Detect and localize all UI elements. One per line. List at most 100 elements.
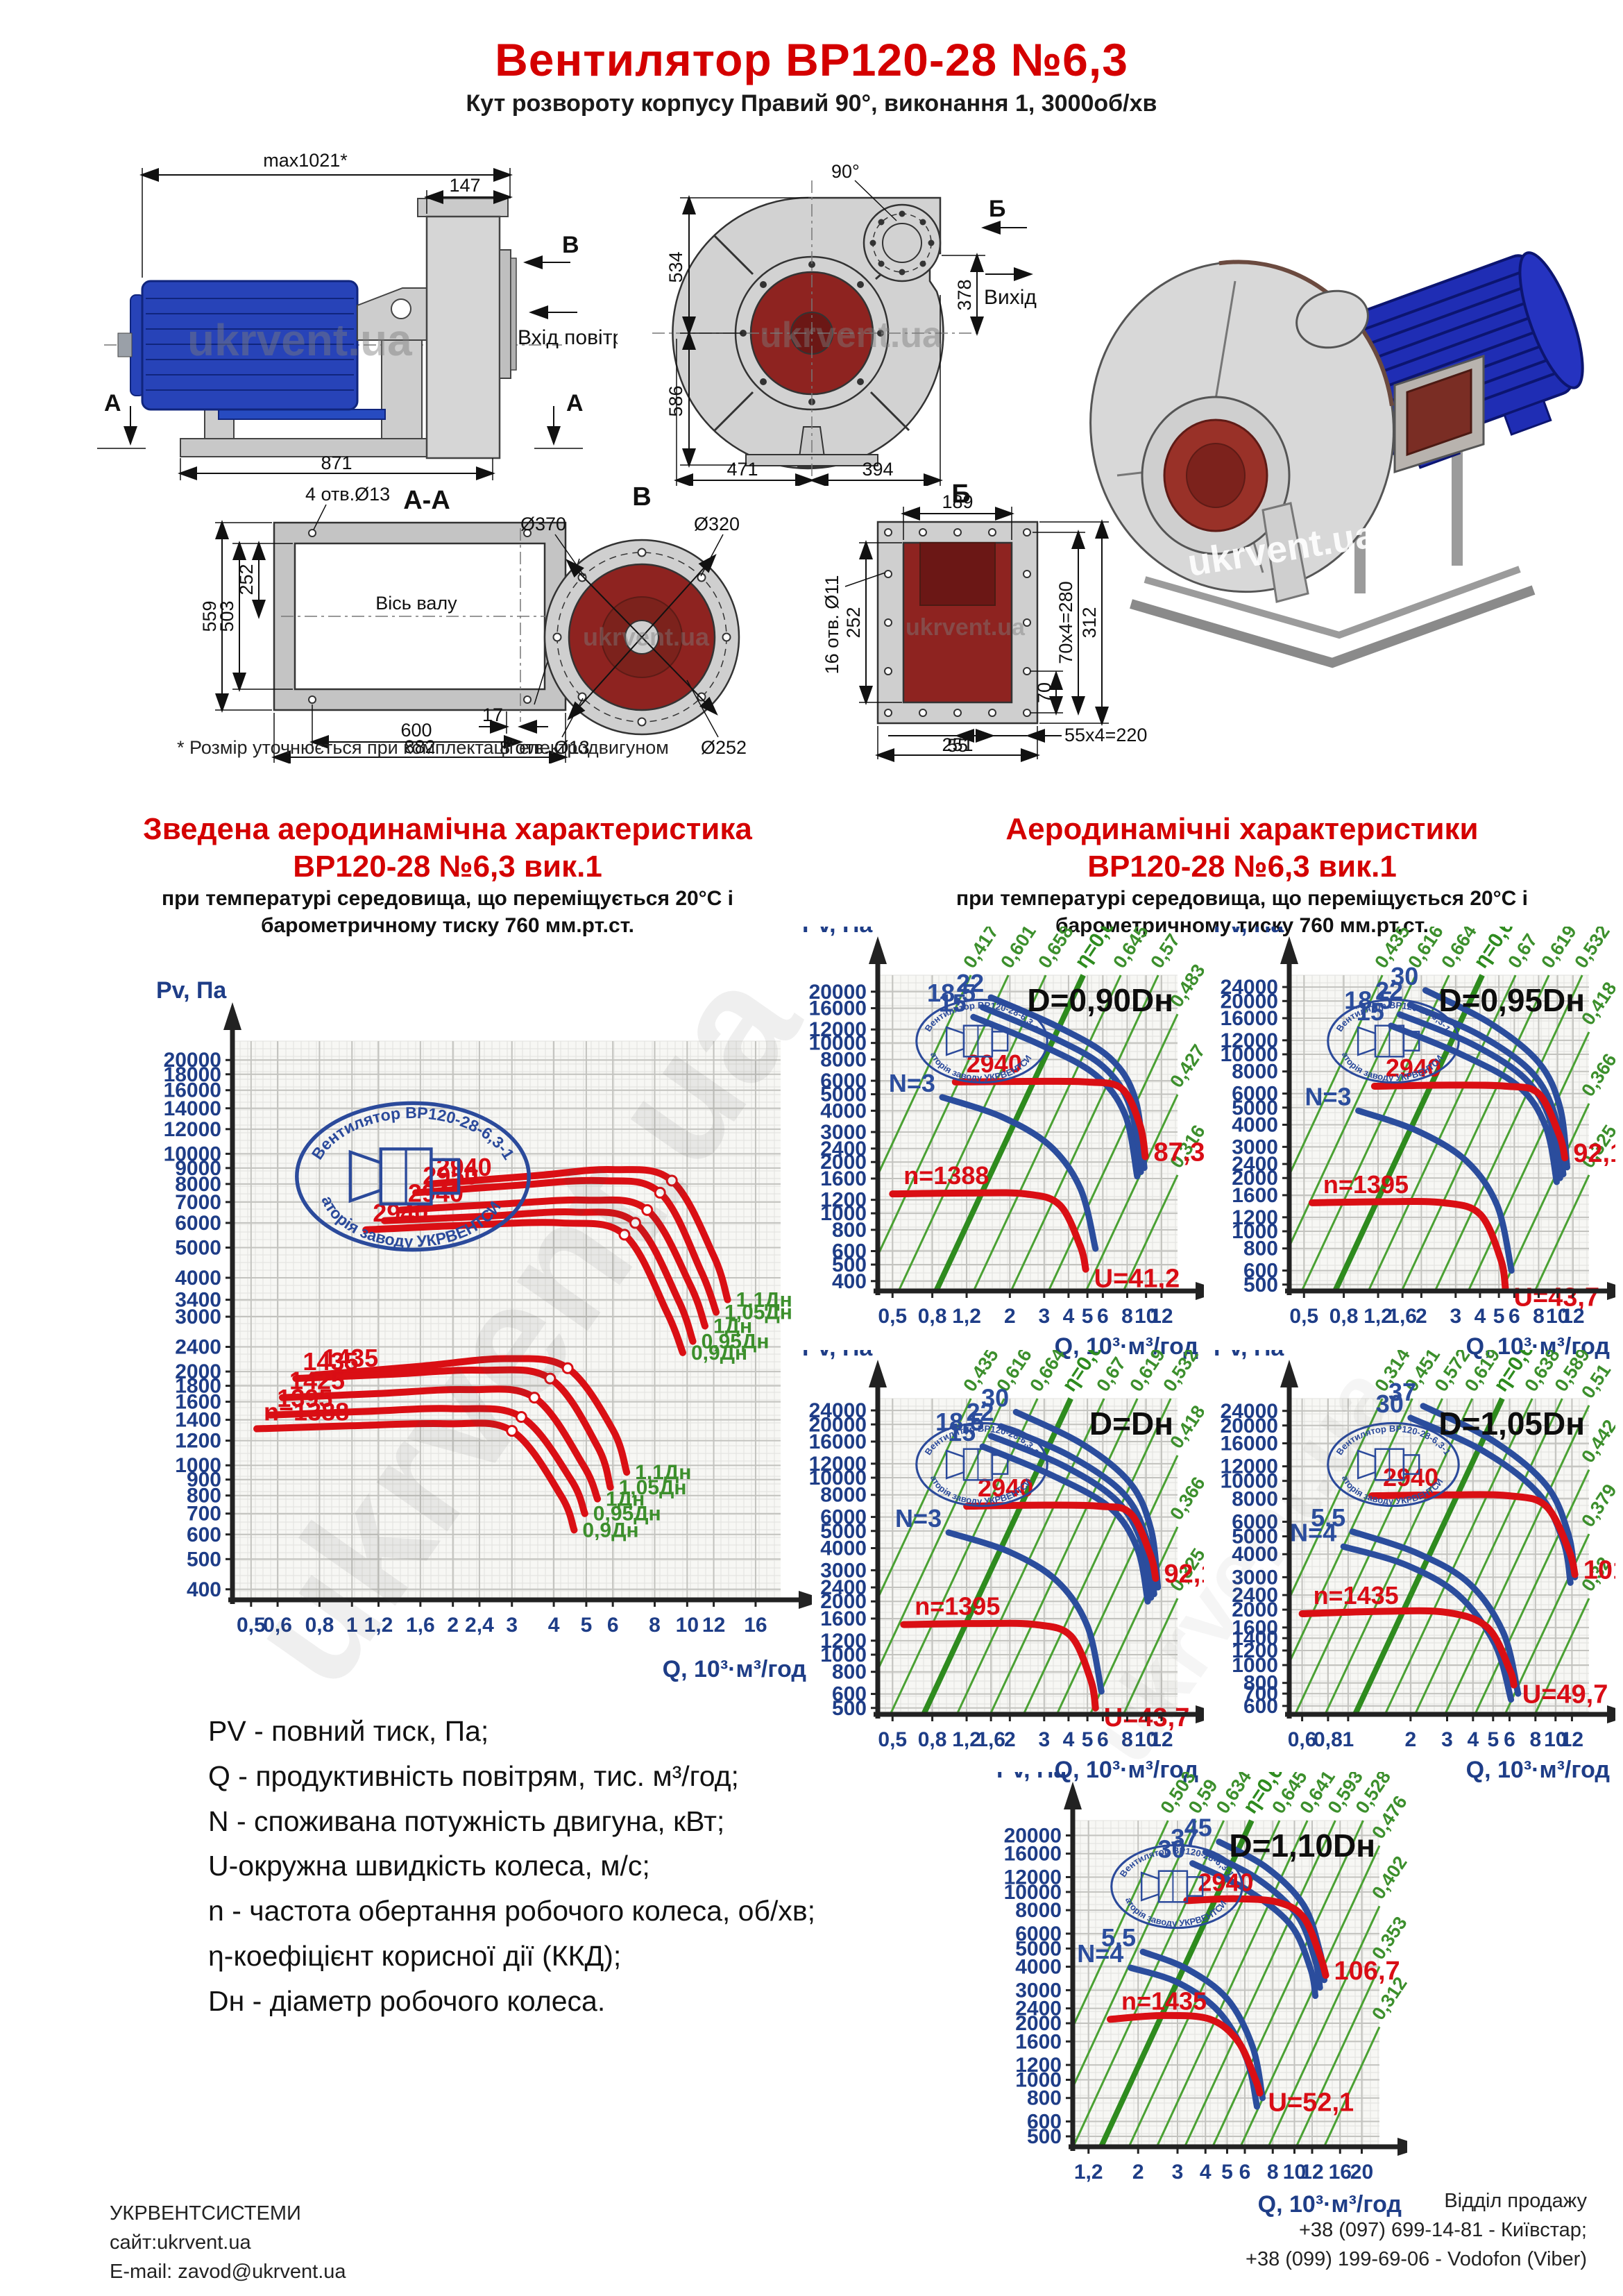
chart-label: 5	[1493, 1305, 1505, 1328]
chart-label: Q, 10³·м³/год	[1055, 1333, 1198, 1360]
chart-label: 3	[506, 1614, 518, 1637]
chart-label: 0,6	[1288, 1728, 1317, 1751]
chart-label: 600	[187, 1523, 221, 1546]
dim-label: 147	[449, 175, 480, 196]
symbols-legend: PV - повний тиск, Па; Q - продуктивність…	[208, 1709, 815, 2023]
chart-label: 24000	[1221, 1400, 1278, 1423]
chart-label: N=4	[1290, 1518, 1336, 1546]
chart-label: Pv, Па	[1214, 1350, 1284, 1361]
chart-label: 5000	[1232, 1097, 1278, 1120]
chart-label: 6	[1097, 1305, 1109, 1328]
chart-label: 30	[1391, 962, 1418, 990]
chart-label: 12	[1561, 1305, 1584, 1328]
chart-label: 24000	[1221, 976, 1278, 999]
outlet-label: Вихід повітря	[984, 286, 1041, 309]
chart-label: 8000	[1232, 1061, 1278, 1083]
chart-label: 800	[1243, 1238, 1278, 1260]
chart-label: Pv, Па	[996, 1772, 1067, 1783]
chart-label: 0,5	[878, 1305, 907, 1328]
dim-label: 394	[862, 459, 893, 480]
chart-label: 1	[346, 1614, 358, 1637]
dim-label: 252	[236, 564, 257, 595]
chart-svg: 0,3140,4510,5720,619η=0,6610,6380,5890,5…	[1214, 1319, 1623, 1783]
chart-label: 1,05Дн	[724, 1301, 792, 1324]
legend-line: N - споживана потужність двигуна, кВт;	[208, 1805, 725, 1837]
chart-label: 2	[1405, 1728, 1417, 1751]
chart-label: 1200	[820, 1630, 867, 1653]
chart-label: 400	[187, 1578, 221, 1601]
chart-label: 2400	[820, 1576, 867, 1599]
chart-label: 500	[1243, 1274, 1278, 1297]
chart-label: n=1388	[264, 1398, 349, 1426]
chart-label: 8	[1267, 2161, 1279, 2184]
chart-label: 3000	[1232, 1566, 1278, 1589]
chart-label: 37	[1388, 1378, 1416, 1406]
chart-label: 2940	[967, 1049, 1022, 1078]
chart-label: 4	[1467, 1728, 1479, 1751]
chart-label: 20000	[1221, 990, 1278, 1013]
chart-label: 0,658	[1034, 927, 1078, 972]
chart-label: 3	[1450, 1305, 1461, 1328]
chart-label: 2400	[175, 1336, 221, 1359]
chart-label: 6000	[1232, 1083, 1278, 1106]
chart-label: 6000	[820, 1070, 867, 1092]
chart-label: 0,601	[996, 927, 1040, 972]
chart-label: 500	[1027, 2125, 1062, 2148]
chart-label: 1,2	[364, 1614, 393, 1637]
chart-label: n=1435	[1121, 1986, 1207, 2015]
company-name: УКРВЕНТСИСТЕМИ	[110, 2202, 301, 2225]
chart-label: 16000	[809, 997, 867, 1020]
chart-label: 2000	[175, 1360, 221, 1383]
chart-label: 0,5	[878, 1728, 907, 1751]
chart-label: 92,1	[1573, 1139, 1615, 1168]
chart-label: 1000	[820, 1202, 867, 1225]
chart-label: 8000	[175, 1173, 221, 1196]
dim-label: 189	[942, 491, 973, 512]
chart-label: 5000	[175, 1236, 221, 1259]
chart-label: 10	[1135, 1305, 1157, 1328]
chart-label: 4	[1200, 2161, 1212, 2184]
dim-label: Ø252	[701, 737, 747, 758]
chart-label: 500	[832, 1253, 867, 1276]
watermark-text: ukrvent.ua	[906, 614, 1026, 641]
footer-sales: Відділ продажу +38 (097) 699-14-81 - Киї…	[1246, 2186, 1587, 2274]
chart-label: 10	[676, 1614, 699, 1637]
chart-label: 1800	[175, 1375, 221, 1398]
heading-subline: при температурі середовища, що переміщує…	[161, 887, 734, 911]
chart-label: 1200	[1232, 1206, 1278, 1229]
chart-label: Q, 10³·м³/год	[1055, 1757, 1198, 1783]
heading-line: Зведена аеродинамічна характеристика	[143, 812, 752, 846]
dim-label: Ø320	[694, 514, 740, 534]
chart-label: 10000	[809, 1032, 867, 1055]
sales-phone: +38 (097) 699-14-81 - Київстар;	[1299, 2219, 1587, 2242]
chart-label: 6	[1509, 1305, 1520, 1328]
chart-label: 800	[832, 1661, 867, 1684]
chart-label: 0,5	[1289, 1305, 1318, 1328]
dim-label: max1021*	[263, 150, 348, 171]
chart-label: 1435	[323, 1344, 378, 1372]
dim-label: 586	[665, 385, 686, 416]
chart-label: 1600	[1232, 1617, 1278, 1639]
chart-label: 1600	[820, 1167, 867, 1190]
chart-label: 900	[187, 1469, 221, 1492]
chart-label: 5	[581, 1614, 593, 1637]
legend-line: Q - продуктивність повітрям, тис. м³/год…	[208, 1759, 739, 1792]
chart-label: Pv, Па	[802, 927, 873, 938]
dim-label: 559	[199, 600, 220, 632]
chart-label: Pv, Па	[802, 1350, 873, 1361]
chart-label: 16000	[1221, 1007, 1278, 1030]
legend-line: η-коефіцієнт корисної дії (ККД);	[208, 1939, 622, 1972]
chart-label: 3000	[175, 1306, 221, 1328]
chart-label: 30	[1158, 1835, 1186, 1864]
legend-line: PV - повний тиск, Па;	[208, 1715, 489, 1747]
chart-label: 4000	[1015, 1956, 1062, 1979]
chart-label: 0,619	[1537, 927, 1581, 972]
chart-label: 12000	[1221, 1455, 1278, 1478]
chart-label: 12	[1150, 1305, 1173, 1328]
chart-label: 1,2	[1363, 1305, 1393, 1328]
chart-label: 20000	[809, 1413, 867, 1436]
chart-label: 4	[1063, 1305, 1075, 1328]
chart-label: 3400	[175, 1289, 221, 1312]
dim-label: 534	[665, 251, 686, 282]
chart-label: 5000	[820, 1520, 867, 1543]
